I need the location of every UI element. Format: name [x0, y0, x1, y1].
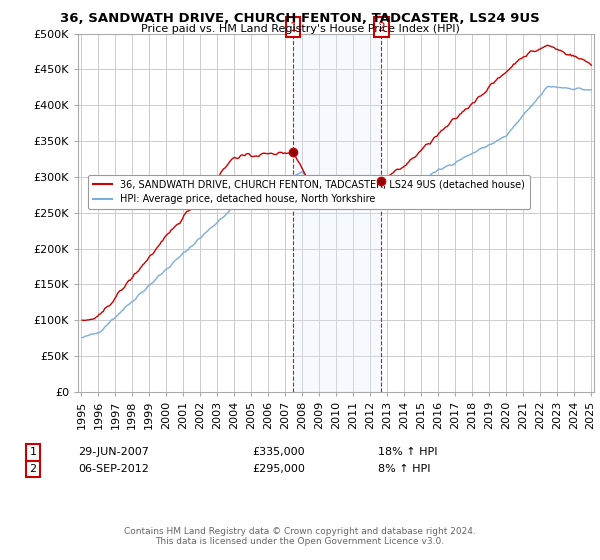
Text: 29-JUN-2007: 29-JUN-2007	[78, 447, 149, 458]
Text: 06-SEP-2012: 06-SEP-2012	[78, 464, 149, 474]
Text: £295,000: £295,000	[252, 464, 305, 474]
Bar	[293, 34, 382, 392]
Text: Price paid vs. HM Land Registry's House Price Index (HPI): Price paid vs. HM Land Registry's House …	[140, 24, 460, 34]
Text: 8% ↑ HPI: 8% ↑ HPI	[378, 464, 431, 474]
Text: 1: 1	[29, 447, 37, 458]
Text: 36, SANDWATH DRIVE, CHURCH FENTON, TADCASTER, LS24 9US: 36, SANDWATH DRIVE, CHURCH FENTON, TADCA…	[60, 12, 540, 25]
Text: Contains HM Land Registry data © Crown copyright and database right 2024.
This d: Contains HM Land Registry data © Crown c…	[124, 526, 476, 546]
Legend: 36, SANDWATH DRIVE, CHURCH FENTON, TADCASTER, LS24 9US (detached house), HPI: Av: 36, SANDWATH DRIVE, CHURCH FENTON, TADCA…	[88, 175, 530, 209]
Text: 2: 2	[377, 21, 385, 34]
Text: 1: 1	[289, 21, 298, 34]
Text: 2: 2	[29, 464, 37, 474]
Text: £335,000: £335,000	[252, 447, 305, 458]
Text: 18% ↑ HPI: 18% ↑ HPI	[378, 447, 437, 458]
